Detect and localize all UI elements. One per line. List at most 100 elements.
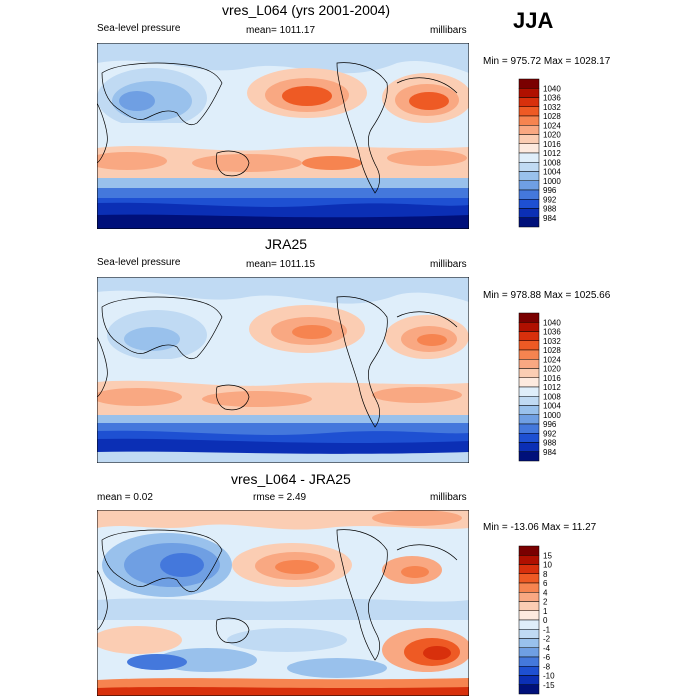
colorbar-tick-label: -2 xyxy=(543,635,551,644)
colorbar-tick-label: 1028 xyxy=(543,346,561,355)
colorbar-tick-label: 1008 xyxy=(543,392,561,401)
colorbar-box xyxy=(518,386,540,397)
panel2-colorbar-boxes xyxy=(518,312,540,462)
colorbar-box xyxy=(518,601,540,611)
colorbar-tick-label: 1004 xyxy=(543,402,561,411)
panel3-center-label: rmse = 2.49 xyxy=(253,492,307,503)
colorbar-box xyxy=(518,573,540,584)
colorbar-box xyxy=(518,592,540,602)
panel3-right-label: millibars xyxy=(430,492,467,503)
colorbar-box xyxy=(518,647,540,658)
colorbar-box xyxy=(518,666,540,676)
colorbar-tick-label: 1040 xyxy=(543,318,561,327)
panel3-map xyxy=(97,510,469,696)
colorbar-box xyxy=(518,564,540,574)
colorbar-tick-label: 6 xyxy=(543,579,548,588)
panel2-colorbar-labels: 1040103610321028102410201016101210081004… xyxy=(543,318,561,457)
colorbar-box xyxy=(518,629,540,639)
colorbar-tick-label: 1004 xyxy=(543,168,561,177)
colorbar-box xyxy=(518,545,540,556)
colorbar-box xyxy=(518,423,540,434)
colorbar-tick-label: 1036 xyxy=(543,94,561,103)
colorbar-box xyxy=(518,684,540,695)
colorbar-tick-label: 992 xyxy=(543,195,557,204)
colorbar-box xyxy=(518,97,540,107)
colorbar-tick-label: 1 xyxy=(543,607,548,616)
panel3-title: vres_L064 - JRA25 xyxy=(231,471,351,487)
panel1-colorbar-boxes xyxy=(518,78,540,228)
panel1-right-label: millibars xyxy=(430,25,467,36)
colorbar-box xyxy=(518,610,540,621)
colorbar-tick-label: 1040 xyxy=(543,84,561,93)
colorbar-tick-label: -6 xyxy=(543,653,551,662)
colorbar-box xyxy=(518,78,540,89)
panel1-map xyxy=(97,43,469,229)
colorbar-box xyxy=(518,322,540,332)
colorbar-box xyxy=(518,189,540,200)
colorbar-tick-label: -8 xyxy=(543,662,551,671)
colorbar-tick-label: 1028 xyxy=(543,112,561,121)
colorbar-box xyxy=(518,217,540,228)
colorbar-box xyxy=(518,359,540,369)
panel3-colorbar-boxes xyxy=(518,545,540,695)
colorbar-box xyxy=(518,451,540,462)
colorbar-box xyxy=(518,340,540,351)
colorbar-tick-label: 996 xyxy=(543,186,557,195)
panel3-left-label: mean = 0.02 xyxy=(97,492,153,503)
colorbar-tick-label: 10 xyxy=(543,561,552,570)
colorbar-tick-label: 1016 xyxy=(543,374,561,383)
colorbar-box xyxy=(518,377,540,388)
colorbar-tick-label: 1016 xyxy=(543,140,561,149)
colorbar-tick-label: 15 xyxy=(543,551,552,560)
colorbar-box xyxy=(518,442,540,452)
colorbar-tick-label: 988 xyxy=(543,439,557,448)
colorbar-tick-label: 1032 xyxy=(543,337,561,346)
panel1-left-label: Sea-level pressure xyxy=(97,23,181,34)
colorbar-box xyxy=(518,331,540,341)
colorbar-box xyxy=(518,433,540,443)
colorbar-box xyxy=(518,208,540,218)
colorbar-box xyxy=(518,180,540,191)
colorbar-tick-label: 988 xyxy=(543,205,557,214)
colorbar-tick-label: 1036 xyxy=(543,328,561,337)
colorbar-box xyxy=(518,162,540,172)
colorbar-tick-label: 1008 xyxy=(543,158,561,167)
panel1-center-label: mean= 1011.17 xyxy=(246,25,316,36)
panel2-map xyxy=(97,277,469,463)
colorbar-box xyxy=(518,349,540,360)
colorbar-tick-label: 1000 xyxy=(543,177,561,186)
colorbar-box xyxy=(518,199,540,209)
colorbar-tick-label: -15 xyxy=(543,681,555,690)
colorbar-box xyxy=(518,134,540,144)
colorbar-tick-label: 1024 xyxy=(543,355,561,364)
panel2-right-label: millibars xyxy=(430,259,467,270)
colorbar-tick-label: 4 xyxy=(543,588,548,597)
colorbar-tick-label: 992 xyxy=(543,429,557,438)
colorbar-tick-label: 0 xyxy=(543,616,548,625)
colorbar-tick-label: -10 xyxy=(543,672,555,681)
colorbar-tick-label: 8 xyxy=(543,570,548,579)
colorbar-box xyxy=(518,152,540,163)
colorbar-box xyxy=(518,555,540,565)
colorbar-box xyxy=(518,312,540,323)
colorbar-tick-label: 1012 xyxy=(543,149,561,158)
panel1-colorbar: 1040103610321028102410201016101210081004… xyxy=(518,78,561,228)
colorbar-tick-label: 996 xyxy=(543,420,557,429)
colorbar-box xyxy=(518,143,540,154)
colorbar-box xyxy=(518,115,540,126)
colorbar-box xyxy=(518,125,540,135)
panel1-title: vres_L064 (yrs 2001-2004) xyxy=(222,2,391,18)
colorbar-tick-label: -1 xyxy=(543,625,551,634)
colorbar-box xyxy=(518,638,540,648)
panel1-minmax: Min = 975.72 Max = 1028.17 xyxy=(483,56,611,67)
colorbar-tick-label: 984 xyxy=(543,448,557,457)
colorbar-box xyxy=(518,405,540,415)
panel2-center-label: mean= 1011.15 xyxy=(246,259,316,270)
colorbar-tick-label: 1020 xyxy=(543,131,561,140)
panel2-title: JRA25 xyxy=(265,236,308,252)
colorbar-box xyxy=(518,368,540,378)
colorbar-box xyxy=(518,414,540,425)
colorbar-box xyxy=(518,582,540,593)
